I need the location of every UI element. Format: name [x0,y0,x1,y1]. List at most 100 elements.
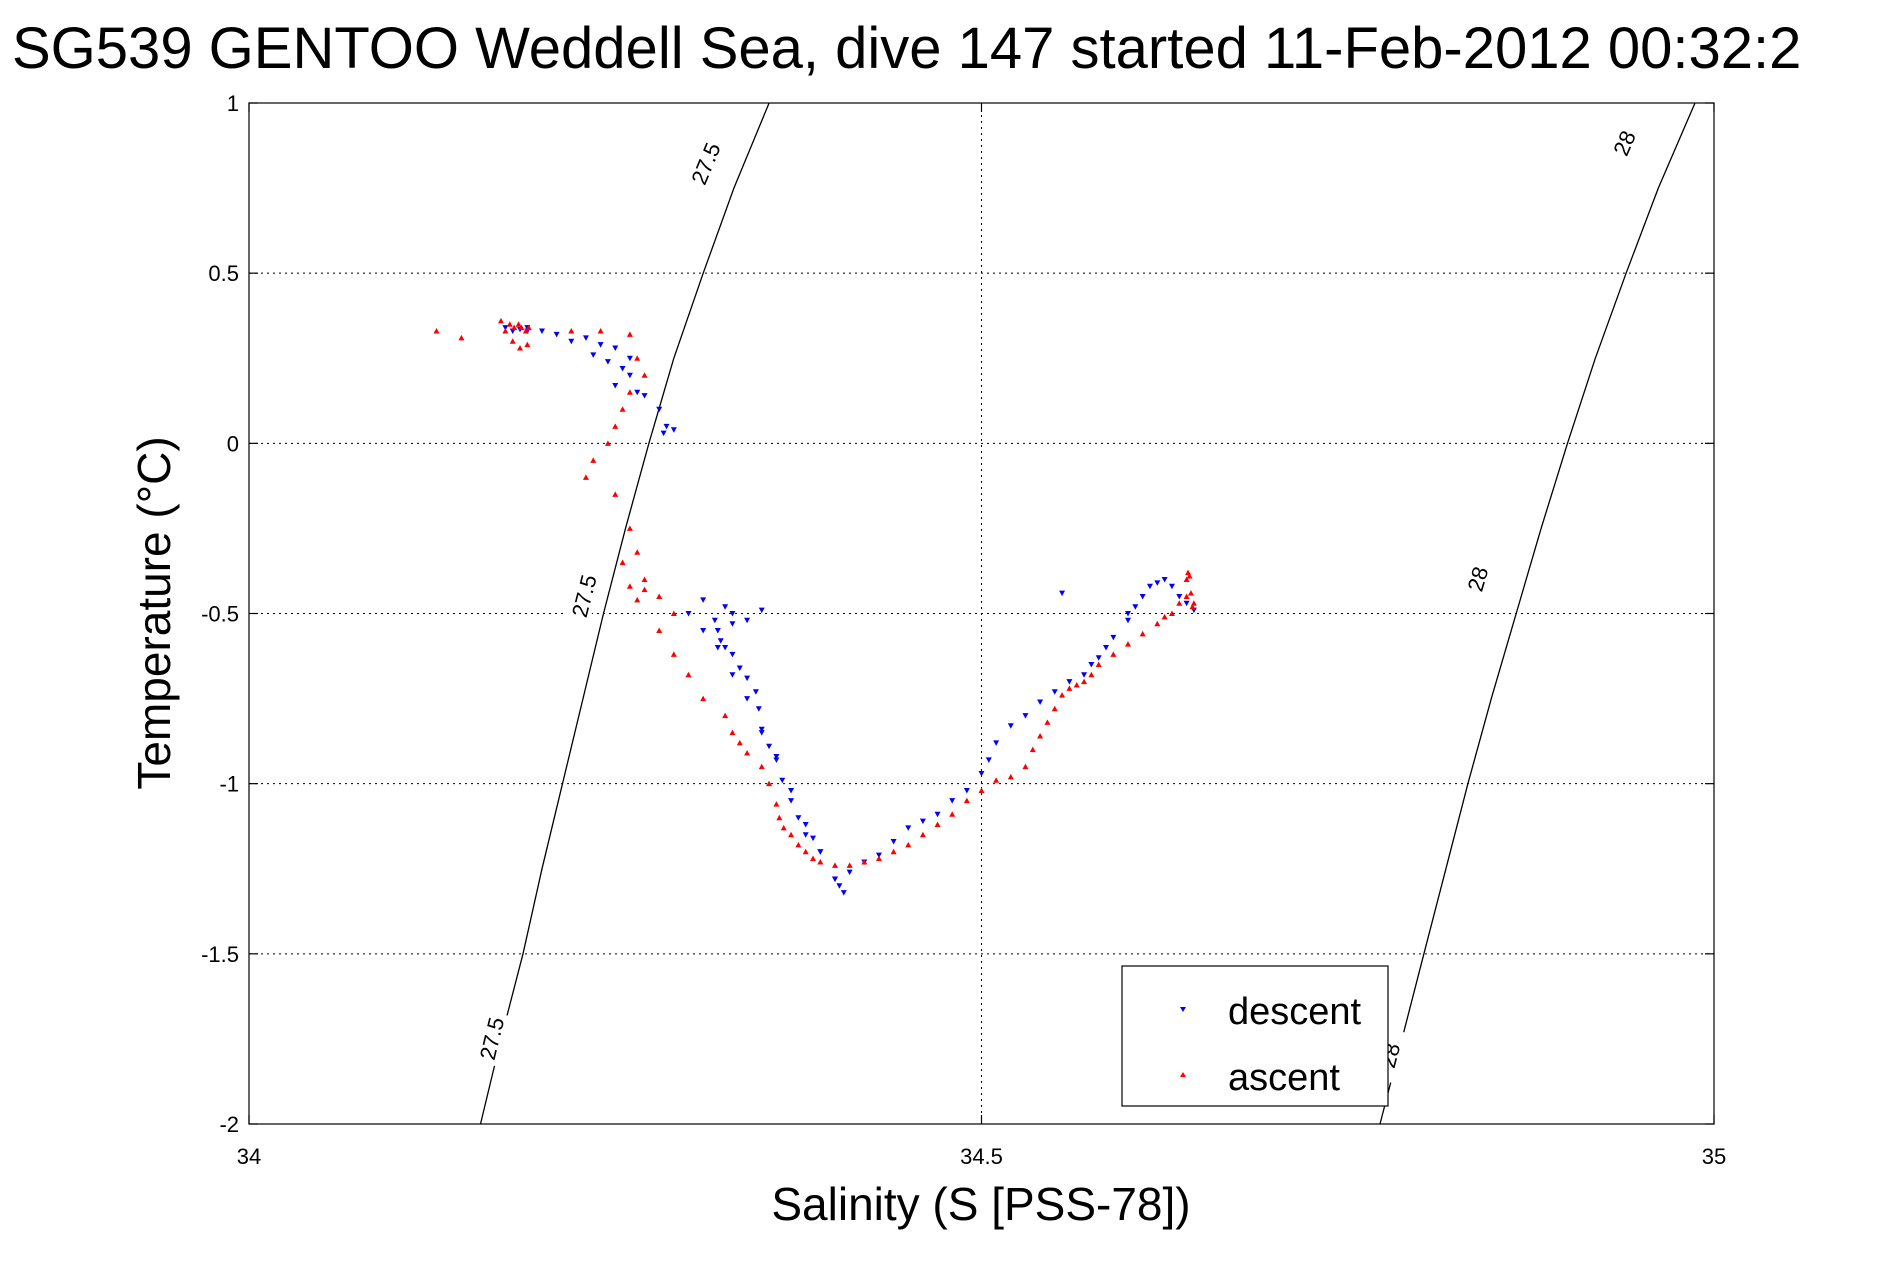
ascent-point [1044,719,1051,725]
ascent-point [511,324,518,331]
descent-point [1059,590,1066,597]
descent-point [597,342,604,348]
x-tick-label: 34.5 [960,1144,1003,1169]
descent-point [1051,689,1058,695]
descent-point [1125,617,1131,624]
contour-line [1379,102,1696,1125]
descent-point [802,822,809,828]
ascent-point [1189,603,1196,610]
ascent-point [497,317,504,324]
descent-point [766,743,773,750]
descent-point [978,770,985,777]
descent-point [949,798,956,804]
descent-point [1154,580,1161,586]
descent-point [729,621,736,627]
ascent-point [656,593,663,599]
ascent-point [604,440,611,446]
ascent-point [502,328,509,334]
y-tick-label: -2 [219,1112,239,1137]
descent-point [641,393,648,399]
legend-marker-descent [1180,1007,1186,1012]
ascent-point [641,576,648,582]
descent-point [714,628,721,634]
series-ascent [433,317,1197,868]
x-tick-label: 34 [237,1144,261,1169]
descent-point [875,852,882,859]
ascent-point [1154,620,1161,627]
x-tick-label: 35 [1702,1144,1726,1169]
ascent-point [817,858,824,865]
descent-point [919,818,926,825]
ascent-point [1183,576,1190,582]
descent-point [685,611,692,617]
descent-point [722,604,729,610]
axis-ticks: 34 34.5 35 -2 -1.5 -1 -0.5 0 0.5 1 [201,91,1726,1169]
descent-point [1110,634,1117,641]
ascent-point [515,321,522,327]
descent-point [626,372,633,379]
descent-point [553,331,560,338]
descent-point [626,355,633,362]
legend: descent ascent [1121,965,1389,1107]
contour-label-bg [682,134,727,193]
descent-point [788,798,795,804]
ascent-point [700,695,707,702]
ascent-point [736,739,743,746]
descent-point [539,328,545,335]
ascent-point [1168,610,1175,616]
descent-point [582,335,589,341]
descent-point [840,890,847,896]
ascent-point [518,324,525,331]
descent-point [1125,611,1131,617]
ascent-point [612,423,619,429]
descent-point [714,645,721,651]
ascent-point [758,763,765,770]
descent-point [985,757,992,763]
y-tick-label: -1.5 [201,942,239,967]
ascent-point [1187,590,1194,596]
descent-point [890,839,897,845]
contour-label-bg [563,567,603,625]
ascent-point [619,406,626,412]
ascent-point [1073,681,1080,688]
descent-point [1095,655,1102,661]
descent-point [1132,604,1139,610]
descent-point [758,726,765,733]
ascent-point [1161,613,1168,620]
descent-point [802,832,809,838]
ascent-point [875,855,882,862]
ascent-point [597,328,604,334]
contour-label-bg [472,1009,510,1067]
ascent-point [1095,661,1102,668]
ascent-point [773,801,780,807]
ascent-point [776,814,783,821]
descent-point [634,389,641,396]
descent-point [1168,583,1175,590]
ascent-point [670,651,677,657]
descent-point [1176,593,1183,600]
descent-point [612,382,619,389]
descent-point [717,638,724,644]
ascent-point [634,355,641,361]
ascent-point [517,345,524,351]
ascent-point [780,824,787,831]
y-tick-label: 0 [227,431,239,456]
ascent-point [832,862,838,868]
ascent-point [788,831,795,838]
y-axis-label: Temperature (°C) [128,436,180,789]
y-tick-label: 0.5 [208,261,239,286]
descent-point [934,811,941,818]
descent-point [568,338,575,345]
ascent-point [1081,678,1088,685]
ascent-point [522,328,529,334]
descent-point [700,628,707,634]
ascent-point [963,797,970,804]
ascent-point [641,372,648,378]
descent-point [656,406,663,413]
descent-point [729,651,736,658]
ascent-point [582,474,589,480]
x-axis-label: Salinity (S [PSS-78]) [771,1178,1190,1230]
descent-point [773,753,780,760]
ascent-point [1022,763,1029,770]
ascent-point [1183,593,1190,599]
